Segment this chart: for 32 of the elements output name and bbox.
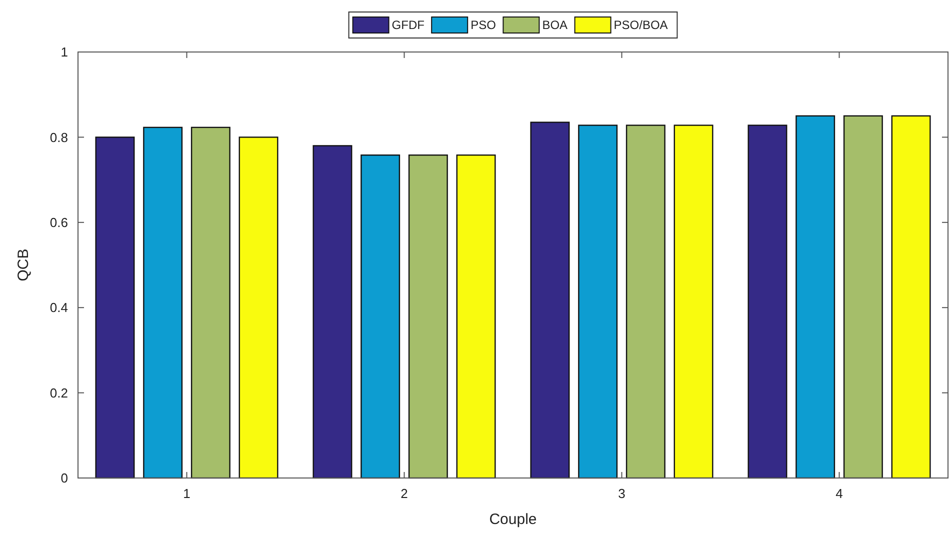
y-tick-label: 1 <box>60 44 68 60</box>
x-tick-label: 2 <box>400 486 408 501</box>
x-tick-label: 1 <box>183 486 190 501</box>
bar <box>674 124 714 479</box>
bar <box>748 124 788 479</box>
bar <box>360 154 400 479</box>
bar <box>796 115 836 479</box>
y-axis-title: QCB <box>15 248 32 282</box>
bar <box>143 126 183 479</box>
bar <box>95 136 135 479</box>
y-tick-label: 0.8 <box>50 130 68 145</box>
x-tick-label: 4 <box>836 486 843 501</box>
y-tick-label: 0.6 <box>50 214 68 230</box>
y-tick-label: 0.4 <box>50 300 68 316</box>
bar <box>312 145 352 479</box>
y-tick-label: 0.2 <box>50 385 68 400</box>
bar <box>238 136 278 479</box>
legend-label: PSO <box>470 18 496 32</box>
legend-label: BOA <box>542 18 568 32</box>
y-tick-label: 0 <box>60 470 68 486</box>
bar <box>190 126 230 479</box>
bar <box>530 122 570 479</box>
legend-label: GFDF <box>392 18 424 32</box>
bar <box>578 124 618 479</box>
legend-label: PSO/BOA <box>614 18 668 32</box>
bar <box>408 154 448 479</box>
bar <box>843 115 883 479</box>
bar <box>626 124 666 479</box>
bar <box>891 115 931 479</box>
x-axis-title: Couple <box>489 511 537 528</box>
x-tick-label: 3 <box>618 486 626 501</box>
bar <box>456 154 496 479</box>
